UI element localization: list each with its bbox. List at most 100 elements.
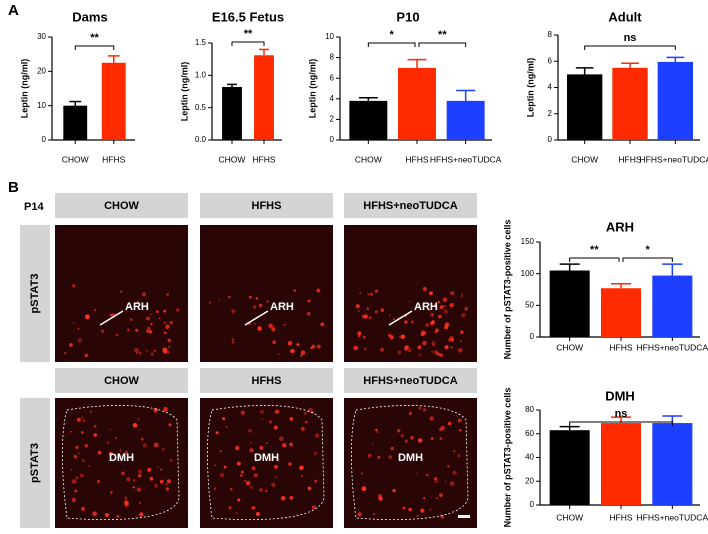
y-axis-label: Leptin (ng/ml): [179, 62, 189, 122]
row-label-box: [20, 398, 50, 528]
cell: [266, 300, 269, 303]
y-tick-label: 10: [37, 101, 46, 110]
region-label: ARH: [270, 301, 294, 313]
x-tick-label: CHOW: [556, 342, 583, 352]
x-tick-label: HFHS+neoTUDCA: [637, 342, 708, 352]
cell: [289, 417, 294, 421]
cell: [432, 343, 435, 347]
cell: [460, 330, 464, 334]
cell: [153, 442, 159, 448]
cell: [314, 479, 318, 483]
cell: [417, 304, 420, 307]
y-axis-label: Leptin (ng/ml): [307, 59, 317, 119]
y-tick-label: 6: [548, 56, 553, 65]
cell: [308, 408, 313, 413]
cell: [278, 436, 284, 442]
x-tick-label: CHOW: [571, 154, 598, 164]
cell: [244, 479, 246, 482]
significance-label: **: [244, 28, 253, 40]
column-header: HFHS+neoTUDCA: [363, 375, 457, 387]
y-tick-label: 50: [525, 300, 534, 309]
cell: [422, 408, 427, 412]
cell: [251, 466, 256, 471]
y-axis-label: Number of pSTAT3-positive cells: [502, 220, 512, 360]
x-tick-label: CHOW: [219, 154, 246, 164]
chart-title: ARH: [606, 219, 634, 234]
cell: [231, 341, 235, 344]
cell: [245, 480, 251, 486]
cell: [307, 299, 311, 303]
y-tick-label: 0.0: [195, 135, 207, 144]
cell: [397, 429, 401, 433]
cell: [388, 455, 393, 459]
region-label: ARH: [125, 301, 149, 313]
cell: [121, 471, 125, 476]
cell: [166, 479, 171, 484]
cell: [240, 410, 245, 415]
cell: [357, 331, 362, 336]
cell: [271, 327, 276, 332]
panel-label: A: [8, 2, 19, 19]
y-tick-label: 0: [530, 332, 535, 341]
y-tick-label: 20: [525, 476, 534, 485]
x-tick-label: HFHS+neoTUDCA: [430, 154, 502, 164]
cell: [104, 513, 109, 517]
cell: [283, 323, 286, 326]
pointer: [99, 310, 124, 326]
header-box: [200, 368, 333, 393]
cell: [422, 286, 427, 292]
cell: [272, 340, 276, 345]
cell: [404, 439, 408, 443]
cell: [136, 301, 140, 305]
y-tick-label: 100: [521, 269, 535, 278]
cell: [287, 340, 293, 346]
cell: [274, 409, 280, 414]
cell: [362, 335, 366, 339]
bar: [612, 67, 648, 140]
cell: [236, 461, 241, 466]
cell: [155, 310, 159, 314]
cell: [259, 445, 264, 450]
cell: [439, 437, 443, 440]
y-tick-label: 2: [330, 115, 335, 124]
cell: [70, 468, 73, 471]
cell: [420, 332, 425, 337]
cell: [133, 479, 136, 481]
cell: [434, 477, 437, 481]
cell: [72, 322, 75, 325]
cell: [137, 418, 140, 421]
cell: [75, 476, 79, 480]
x-tick-label: HFHS: [252, 154, 275, 164]
cell: [357, 512, 362, 517]
cell: [310, 346, 313, 350]
cell: [92, 511, 97, 516]
cell: [434, 303, 437, 306]
y-tick-label: 6: [330, 73, 335, 82]
row-label: pSTAT3: [29, 274, 41, 314]
column-header: CHOW: [104, 375, 139, 387]
cell: [453, 450, 456, 453]
cell: [135, 328, 139, 332]
cell: [289, 496, 294, 500]
cell: [360, 472, 364, 475]
cell: [429, 508, 432, 511]
cell: [252, 305, 257, 309]
cell: [84, 353, 89, 358]
x-tick-label: HFHS: [102, 154, 125, 164]
cell: [429, 416, 434, 421]
cell: [63, 351, 67, 355]
cell: [425, 323, 429, 327]
cell: [420, 508, 425, 513]
cell: [166, 293, 170, 296]
cell: [415, 472, 418, 475]
y-tick-label: 4: [330, 94, 335, 103]
cell: [392, 318, 396, 321]
cell: [126, 477, 131, 482]
cell: [150, 313, 152, 316]
cell: [431, 320, 435, 324]
y-tick-label: 10: [325, 32, 334, 41]
cell: [440, 425, 446, 431]
cell: [119, 449, 122, 452]
